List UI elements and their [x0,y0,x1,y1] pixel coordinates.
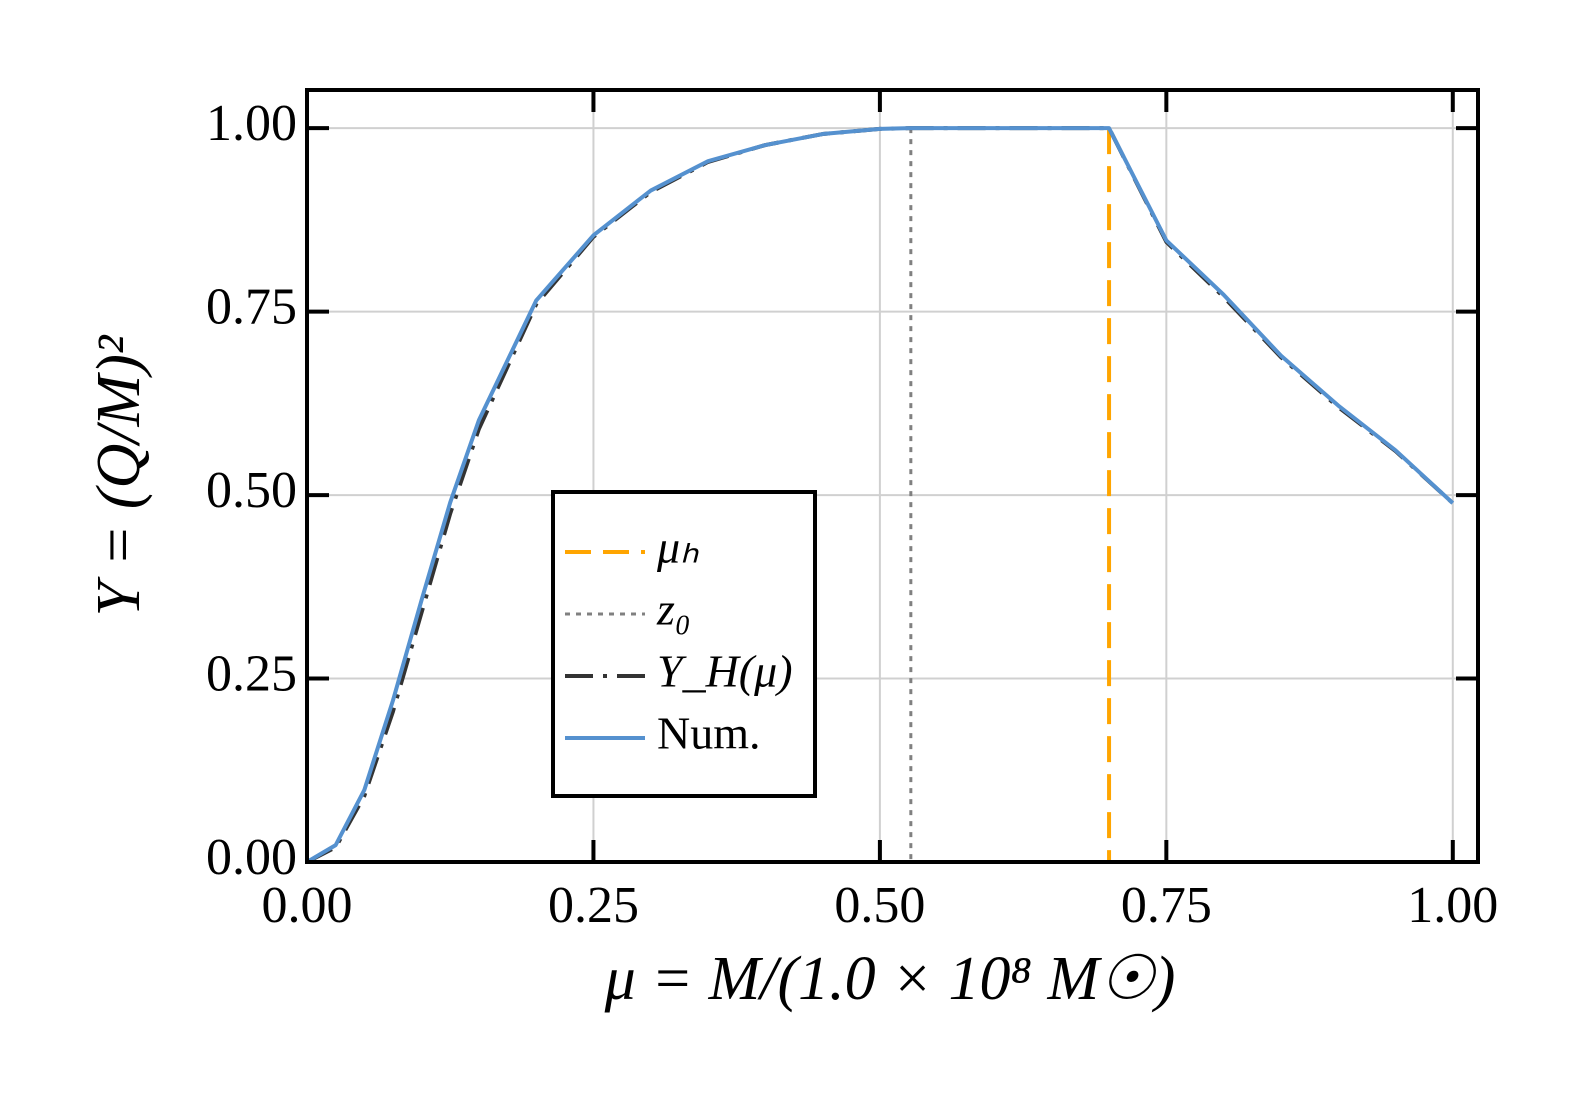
y-tick-label: 0.50 [206,462,297,519]
legend-label: z₀ [656,584,691,635]
x-tick-label: 0.75 [1121,877,1212,934]
x-tick-label: 1.00 [1407,877,1498,934]
legend-label: Y_H(μ) [657,646,793,697]
legend: μₕ z₀ Y_H(μ) Num. [551,490,817,798]
legend-label: μₕ [656,522,699,573]
y-tick-label: 0.75 [206,279,297,336]
data-line [305,126,1455,864]
legend-box [551,490,817,798]
y-tick-label: 0.00 [206,829,297,886]
x-tick-label: 0.50 [834,877,925,934]
y-axis-label: Y = (Q/M)² [85,334,153,616]
x-axis-label: μ = M/(1.0 × 10⁸ M☉) [604,945,1176,1013]
x-tick-label: 0.25 [548,877,639,934]
x-tick-label: 0.00 [262,877,353,934]
legend-label: Num. [657,708,761,759]
plot-frame [305,88,1480,864]
y-tick-label: 1.00 [206,95,297,152]
y-tick-label: 0.25 [206,645,297,702]
